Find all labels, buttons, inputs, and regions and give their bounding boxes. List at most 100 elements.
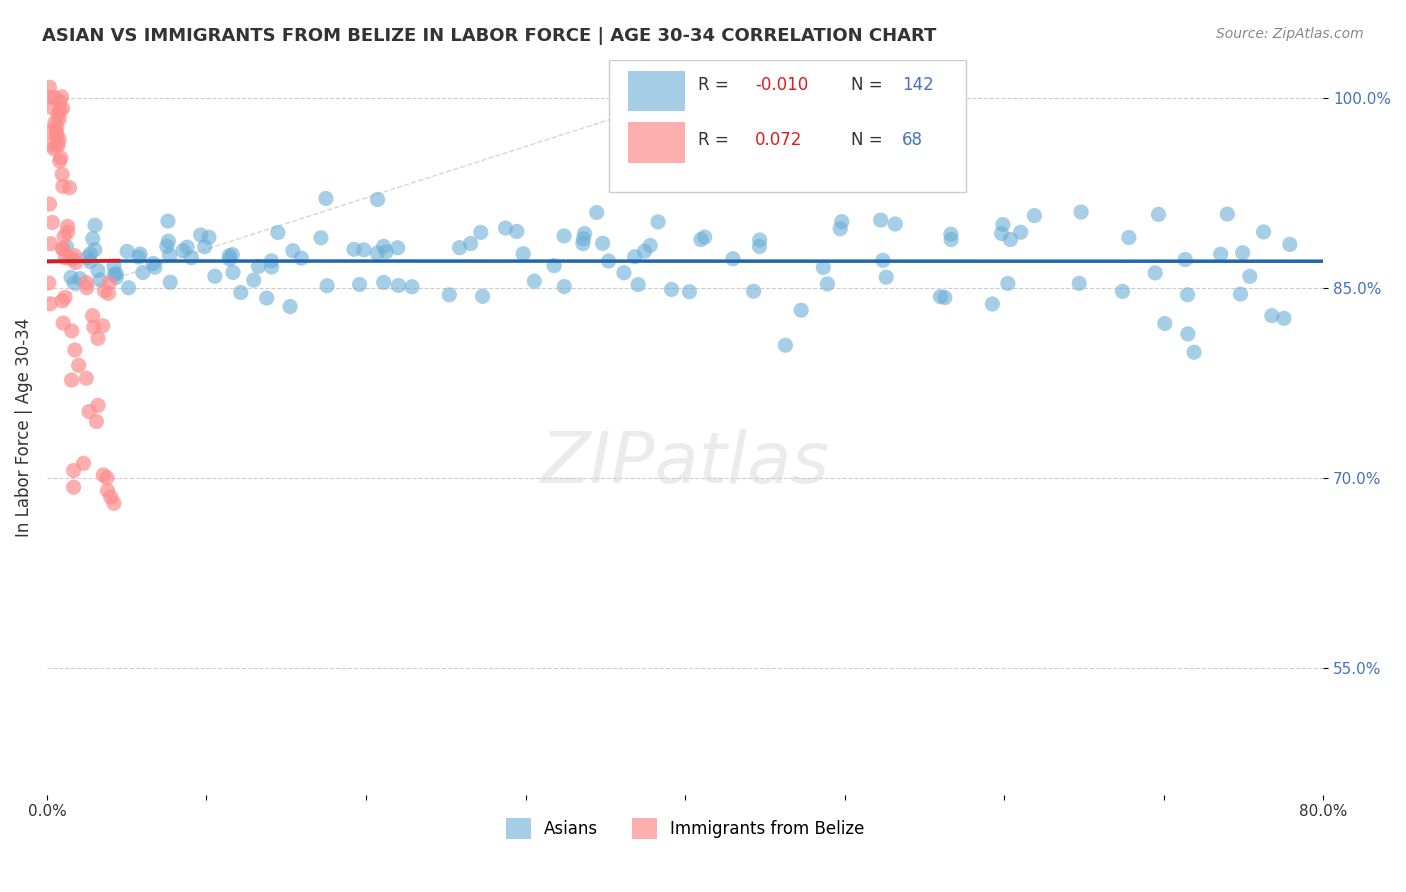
Asians <box>1216 207 1239 221</box>
Asians <box>1153 317 1175 331</box>
Asians <box>585 205 607 219</box>
Immigrants from Belize <box>52 102 75 116</box>
Asians <box>190 227 212 242</box>
Asians <box>869 213 891 227</box>
Asians <box>128 250 150 264</box>
Immigrants from Belize <box>62 464 84 478</box>
Asians <box>89 273 111 287</box>
Asians <box>260 260 283 274</box>
Asians <box>79 247 101 261</box>
Asians <box>661 283 683 297</box>
Asians <box>553 229 575 244</box>
Immigrants from Belize <box>56 219 79 234</box>
Asians <box>218 252 240 266</box>
Asians <box>401 279 423 293</box>
Asians <box>290 251 312 265</box>
Asians <box>62 252 84 266</box>
Immigrants from Belize <box>62 480 84 494</box>
Asians <box>115 244 138 259</box>
Immigrants from Belize <box>58 180 80 194</box>
Asians <box>1144 266 1167 280</box>
Asians <box>1111 285 1133 299</box>
Asians <box>613 266 636 280</box>
Immigrants from Belize <box>44 90 66 104</box>
Asians <box>105 270 128 285</box>
Asians <box>373 276 395 290</box>
Asians <box>647 215 669 229</box>
Immigrants from Belize <box>83 320 105 334</box>
Asians <box>512 246 534 260</box>
Asians <box>471 289 494 303</box>
Text: ASIAN VS IMMIGRANTS FROM BELIZE IN LABOR FORCE | AGE 30-34 CORRELATION CHART: ASIAN VS IMMIGRANTS FROM BELIZE IN LABOR… <box>42 27 936 45</box>
Immigrants from Belize <box>72 456 94 470</box>
Immigrants from Belize <box>51 242 73 256</box>
Immigrants from Belize <box>38 197 60 211</box>
Asians <box>204 269 226 284</box>
Asians <box>260 253 283 268</box>
FancyBboxPatch shape <box>609 60 966 192</box>
Asians <box>142 256 165 270</box>
Immigrants from Belize <box>87 331 110 345</box>
Immigrants from Belize <box>93 284 115 298</box>
Asians <box>939 227 962 242</box>
Text: 0.072: 0.072 <box>755 131 803 150</box>
Immigrants from Belize <box>60 373 83 387</box>
Asians <box>742 285 765 299</box>
Asians <box>172 244 194 258</box>
Immigrants from Belize <box>63 249 86 263</box>
Asians <box>83 243 105 257</box>
Text: -0.010: -0.010 <box>755 77 808 95</box>
Asians <box>633 244 655 259</box>
Asians <box>343 242 366 256</box>
Text: N =: N = <box>851 131 887 150</box>
Asians <box>218 249 240 263</box>
Asians <box>990 227 1012 241</box>
Asians <box>1209 247 1232 261</box>
Immigrants from Belize <box>46 136 69 151</box>
Asians <box>748 233 770 247</box>
Asians <box>156 239 179 253</box>
Asians <box>623 250 645 264</box>
Asians <box>741 85 763 99</box>
Asians <box>69 271 91 285</box>
Immigrants from Belize <box>39 236 62 251</box>
Immigrants from Belize <box>45 128 67 143</box>
Immigrants from Belize <box>48 132 70 146</box>
Asians <box>105 267 128 281</box>
Asians <box>775 338 797 352</box>
Asians <box>198 230 221 244</box>
Immigrants from Belize <box>97 286 120 301</box>
Text: 142: 142 <box>903 77 934 95</box>
Asians <box>991 218 1014 232</box>
Asians <box>638 238 661 252</box>
Asians <box>1177 326 1199 341</box>
Asians <box>813 260 835 275</box>
Asians <box>82 232 104 246</box>
Immigrants from Belize <box>76 281 98 295</box>
Asians <box>1232 245 1254 260</box>
Asians <box>884 217 907 231</box>
Immigrants from Belize <box>56 225 79 239</box>
Asians <box>103 268 125 282</box>
Text: Source: ZipAtlas.com: Source: ZipAtlas.com <box>1216 27 1364 41</box>
Asians <box>349 277 371 292</box>
Asians <box>87 263 110 277</box>
Text: R =: R = <box>697 77 734 95</box>
Asians <box>157 234 180 248</box>
Immigrants from Belize <box>45 125 67 139</box>
Asians <box>470 226 492 240</box>
Asians <box>316 278 339 293</box>
Asians <box>449 241 471 255</box>
Asians <box>353 243 375 257</box>
Asians <box>817 277 839 291</box>
Immigrants from Belize <box>46 137 69 152</box>
Text: 68: 68 <box>903 131 924 150</box>
Asians <box>875 270 897 285</box>
Immigrants from Belize <box>38 276 60 290</box>
Immigrants from Belize <box>96 471 118 485</box>
Asians <box>721 252 744 266</box>
Asians <box>668 165 690 179</box>
Asians <box>1010 225 1032 239</box>
FancyBboxPatch shape <box>627 122 685 162</box>
Immigrants from Belize <box>51 167 73 181</box>
